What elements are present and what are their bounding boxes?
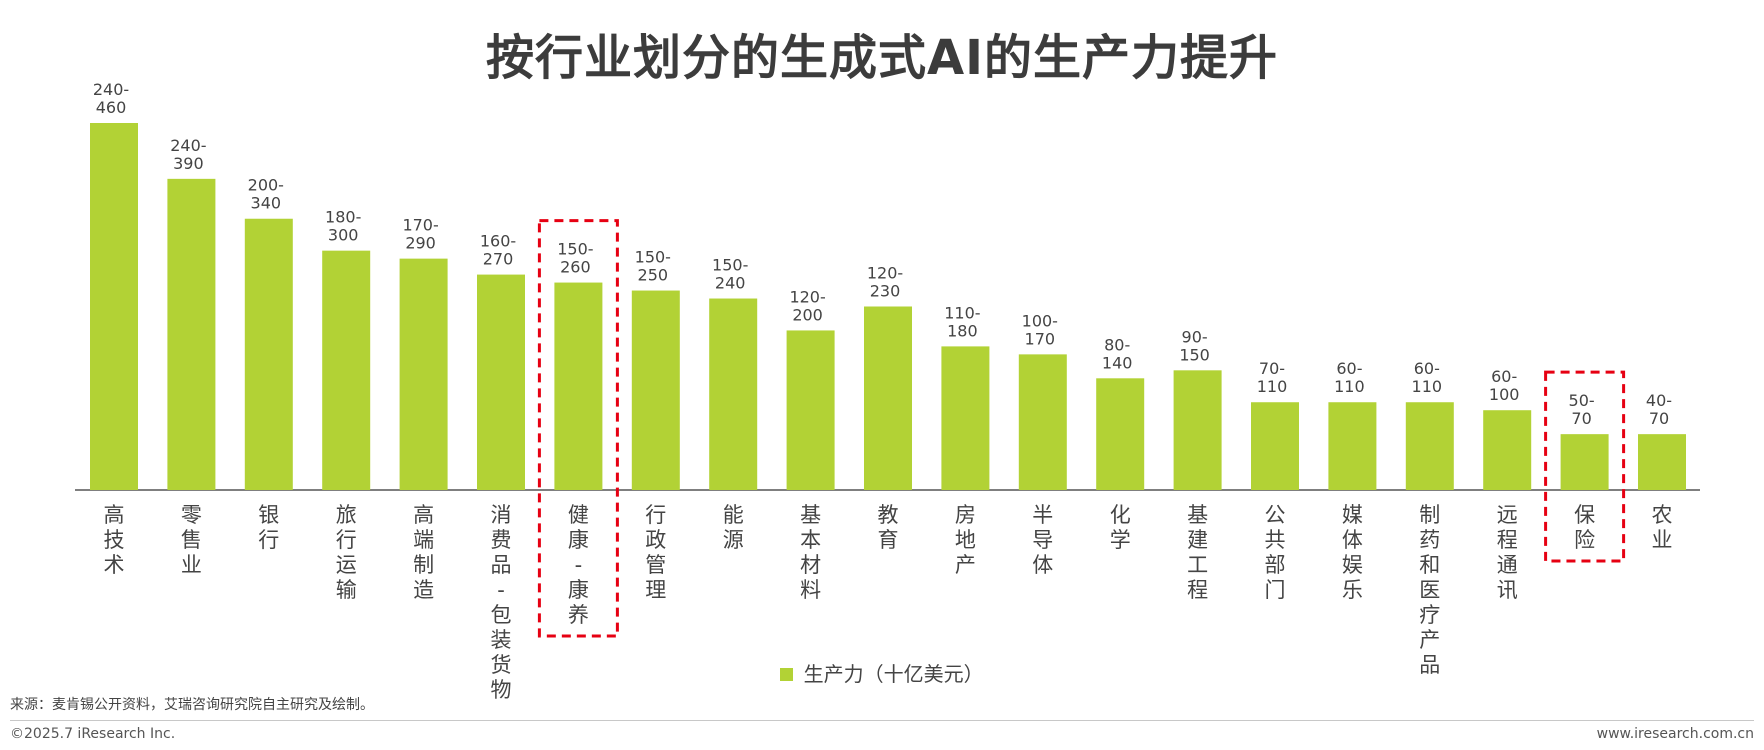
footer-divider	[10, 720, 1754, 721]
bar	[399, 258, 448, 490]
category-label: 消费品-包装货物	[491, 503, 512, 702]
category-label: 公共部门	[1265, 503, 1286, 602]
category-label: 健康-康养	[568, 503, 589, 627]
bar	[1560, 434, 1609, 490]
data-label: 70-110	[1257, 359, 1288, 396]
data-label: 60-100	[1489, 367, 1520, 404]
category-label: 银行	[258, 503, 279, 552]
data-label: 60-110	[1334, 359, 1365, 396]
chart-title: 按行业划分的生成式AI的生产力提升	[485, 30, 1278, 86]
data-label: 60-110	[1412, 359, 1443, 396]
bar	[322, 250, 371, 490]
category-label: 保险	[1574, 503, 1595, 552]
data-label: 120-230	[867, 264, 903, 301]
category-label: 制药和医疗产品	[1419, 503, 1440, 677]
bar	[244, 218, 293, 490]
category-label: 农业	[1652, 503, 1673, 552]
legend: 生产力（十亿美元）	[0, 658, 1764, 687]
data-label: 120-200	[789, 287, 825, 324]
bar	[90, 123, 138, 490]
bar	[167, 178, 216, 490]
category-label: 高技术	[104, 503, 125, 577]
copyright: ©2025.7 iResearch Inc.	[10, 726, 176, 742]
data-label: 150-240	[712, 256, 748, 293]
bar	[864, 306, 912, 490]
data-label: 100-170	[1022, 311, 1058, 348]
data-label: 200-340	[248, 176, 284, 213]
bar	[1251, 402, 1299, 490]
category-label: 能源	[723, 503, 744, 552]
category-label: 远程通讯	[1497, 503, 1518, 602]
source-note: 来源：麦肯锡公开资料，艾瑞咨询研究院自主研究及绘制。	[10, 697, 374, 713]
data-label: 150-260	[557, 240, 593, 277]
data-label: 240-460	[93, 80, 129, 117]
legend-swatch	[780, 667, 794, 681]
data-label: 180-300	[325, 208, 361, 245]
bar	[941, 346, 990, 490]
data-label: 150-250	[635, 248, 671, 285]
category-label: 化学	[1110, 503, 1131, 552]
category-label: 基建工程	[1187, 503, 1208, 602]
bar	[477, 274, 525, 490]
bar	[1483, 410, 1532, 490]
category-label: 旅行运输	[336, 503, 357, 602]
bar	[1173, 370, 1222, 490]
bar	[1018, 354, 1067, 490]
website-link: www.iresearch.com.cn	[1596, 726, 1754, 742]
bar	[709, 298, 758, 490]
bar	[1328, 402, 1377, 490]
category-label: 教育	[878, 503, 899, 552]
highlight-box	[537, 219, 619, 638]
data-label: 50-70	[1569, 391, 1595, 428]
highlight-box	[1544, 370, 1626, 563]
bar	[554, 282, 603, 490]
category-label: 零售业	[181, 503, 202, 577]
data-label: 240-390	[170, 136, 206, 173]
bar	[1638, 434, 1686, 490]
data-label: 110-180	[944, 303, 980, 340]
legend-label: 生产力（十亿美元）	[803, 662, 984, 686]
data-label: 40-70	[1646, 391, 1672, 428]
bar	[786, 330, 835, 490]
bar	[1405, 402, 1454, 490]
category-label: 行政管理	[645, 503, 666, 602]
category-label: 房地产	[955, 503, 976, 577]
bar	[631, 290, 680, 490]
data-label: 160-270	[480, 232, 516, 269]
category-label: 半导体	[1032, 503, 1053, 577]
data-label: 170-290	[402, 216, 438, 253]
category-label: 高端制造	[413, 503, 434, 602]
data-label: 90-150	[1179, 327, 1210, 364]
data-label: 80-140	[1102, 335, 1133, 372]
category-label: 媒体娱乐	[1342, 503, 1363, 602]
bar	[1096, 378, 1145, 490]
category-label: 基本材料	[800, 503, 821, 602]
